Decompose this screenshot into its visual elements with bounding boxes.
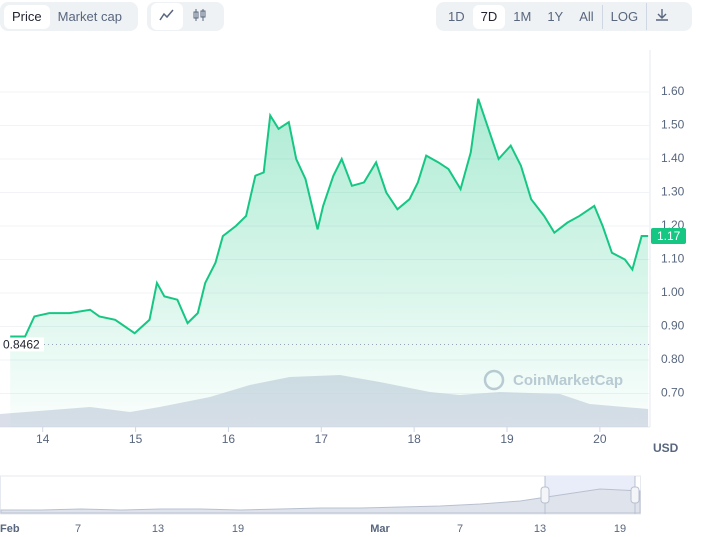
x-tick-label: 18 [407, 432, 421, 446]
y-tick-label: 0.90 [661, 319, 685, 333]
chart-style-tabs [147, 2, 224, 31]
y-tick-label: 1.00 [661, 285, 685, 299]
y-tick-label: 1.40 [661, 151, 685, 165]
line-style-button[interactable] [151, 3, 183, 30]
y-tick-label: 1.30 [661, 185, 685, 199]
navigator-area [0, 488, 641, 514]
x-tick-label: 17 [315, 432, 329, 446]
watermark: CoinMarketCap [513, 372, 623, 389]
navigator-label: Mar [370, 523, 390, 535]
x-tick-label: 16 [222, 432, 236, 446]
current-price-label: 1.17 [657, 229, 681, 243]
navigator-selection[interactable] [545, 476, 635, 514]
x-tick-label: 20 [593, 432, 607, 446]
y-tick-label: 1.50 [661, 118, 685, 132]
y-tick-label: 0.70 [661, 386, 685, 400]
range-button[interactable]: 1D [448, 8, 465, 24]
navigator-frame [0, 475, 641, 515]
log-button[interactable]: LOG [601, 4, 646, 29]
navigator-label: Feb [0, 523, 20, 535]
navigator-label: 7 [75, 523, 81, 535]
current-price-tag [651, 228, 686, 245]
x-tick-label: 14 [36, 432, 50, 446]
tab-button[interactable]: Price [4, 4, 50, 29]
download-button[interactable] [646, 3, 677, 30]
navigator-label: 7 [457, 523, 463, 535]
y-tick-label: 1.60 [661, 84, 685, 98]
y-tick-label: 0.80 [661, 352, 685, 366]
x-tick-label: 15 [129, 432, 143, 446]
reference-label: 0.8462 [3, 338, 40, 352]
range-button[interactable]: 7D [472, 4, 506, 29]
reference-label-bg [0, 337, 44, 352]
navigator-label: 19 [232, 523, 244, 535]
y-tick-label: 1.20 [661, 218, 685, 232]
logo-ring [483, 369, 505, 391]
line-icon [159, 9, 174, 21]
range-button[interactable]: All [579, 8, 594, 24]
metric-tabs: Price Market cap [0, 2, 138, 31]
navigator-label: 19 [614, 523, 626, 535]
candle-style-button[interactable] [183, 3, 215, 30]
volume-area [0, 375, 649, 427]
navigator-handle[interactable] [540, 486, 550, 504]
currency-label: USD [653, 441, 679, 455]
x-tick-label: 19 [500, 432, 514, 446]
range-button[interactable]: 1M [513, 8, 532, 24]
price-area [10, 98, 649, 427]
navigator-handle[interactable] [630, 486, 640, 504]
y-tick-label: 1.10 [661, 252, 685, 266]
navigator-label: 13 [152, 523, 164, 535]
watermark-logo [483, 369, 505, 391]
candle-icon [193, 9, 206, 21]
range-tabs: 1D 7D 1M 1Y All LOG [436, 2, 692, 31]
price-line [10, 98, 649, 338]
tab-button[interactable]: Market cap [57, 8, 122, 24]
navigator-label: 13 [534, 523, 546, 535]
range-button[interactable]: 1Y [547, 8, 564, 24]
download-icon [656, 9, 669, 21]
